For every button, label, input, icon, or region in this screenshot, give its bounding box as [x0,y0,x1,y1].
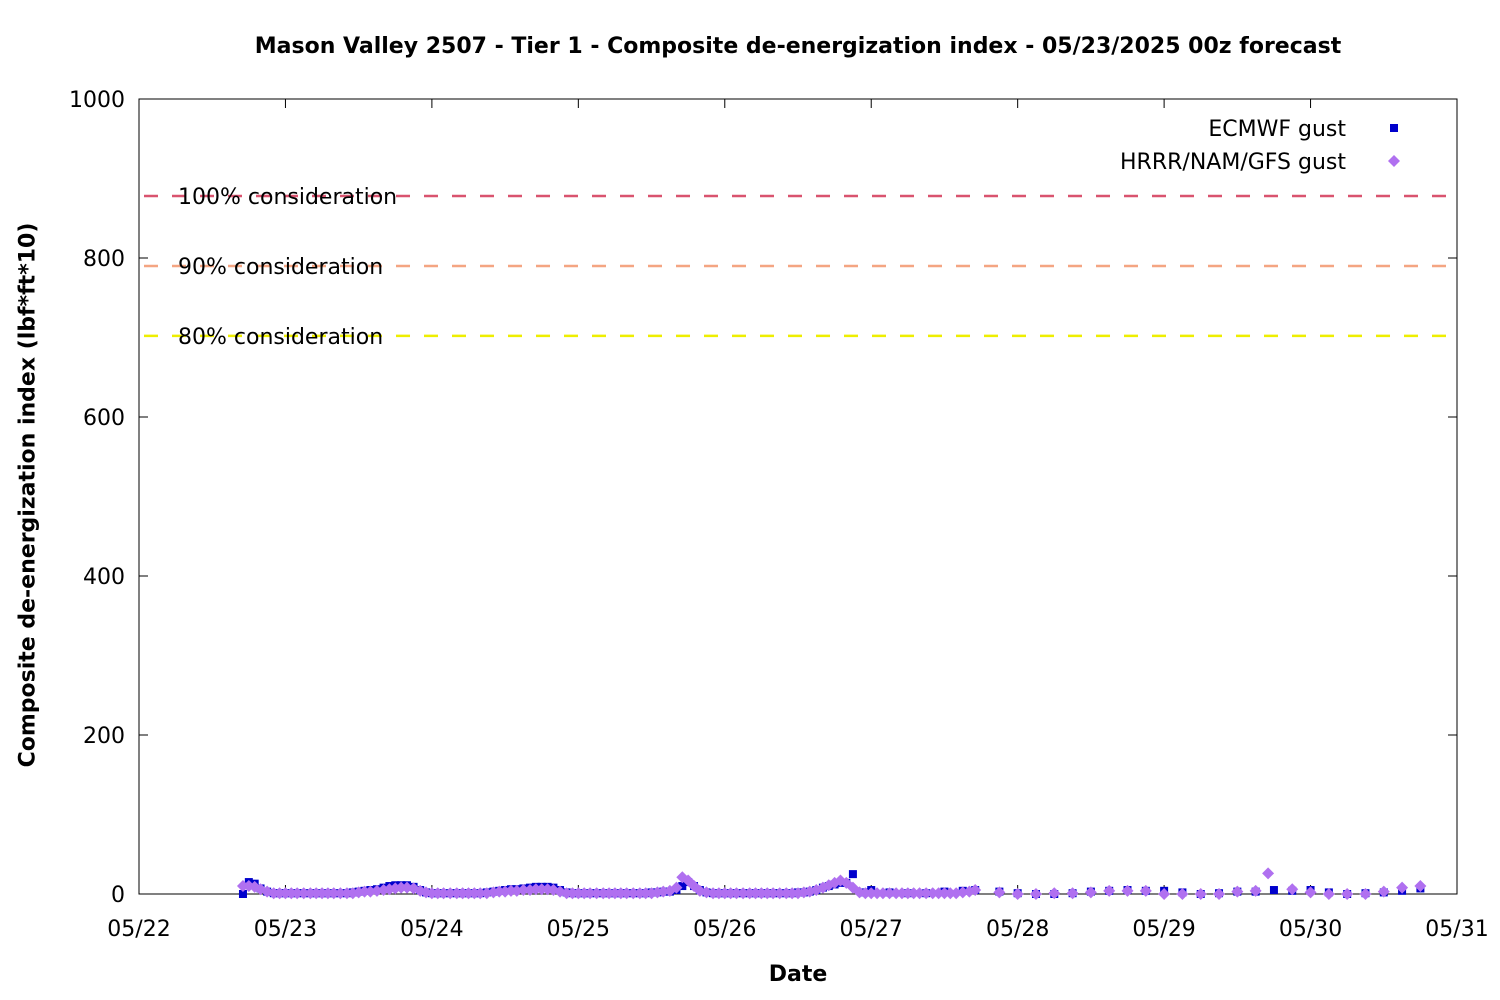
tick-layer: 0 200 400 600 800 1000 05/22 05/23 05/24 05/25 05/… [69,88,1489,942]
data-point [1322,888,1335,900]
x-tick-label: 05/25 [547,917,610,942]
data-point [1121,884,1134,897]
x-tick-label: 05/29 [1132,917,1195,942]
x-tick-label: 05/22 [107,917,170,942]
data-point [767,887,780,900]
threshold-label: 80% consideration [178,325,383,350]
data-point [1048,887,1061,900]
x-tick-label: 05/26 [693,917,756,942]
data-point [584,887,597,900]
data-point [238,890,247,898]
threshold-label: 100% consideration [178,185,397,210]
legend-marker [1390,124,1398,132]
data-point [1213,888,1226,900]
series-hrrr-nam-gfs [236,867,1427,900]
data-point [848,870,857,879]
data-point [590,887,603,900]
data-point [737,887,750,900]
x-axis-label: Date [768,962,828,987]
data-point [1341,888,1354,900]
y-tick-label: 200 [83,724,125,749]
y-tick-label: 1000 [69,88,125,113]
x-tick-label: 05/24 [400,917,463,942]
x-tick-label: 05/30 [1279,917,1342,942]
data-point [1103,884,1116,897]
data-point [1359,888,1372,900]
data-point [1029,888,1042,900]
series-layer [236,867,1427,900]
legend: ECMWF gust HRRR/NAM/GFS gust [1120,117,1400,175]
data-point [730,887,743,900]
data-point [1396,881,1409,894]
data-point [297,887,310,900]
data-point [773,887,786,900]
data-point [1304,886,1317,899]
chart-title: Mason Valley 2507 - Tier 1 - Composite d… [254,34,1342,59]
data-point [993,886,1006,899]
data-point [1269,886,1278,895]
data-point [1414,880,1427,893]
data-point [1176,888,1189,900]
x-tick-label: 05/23 [254,917,317,942]
data-point [437,887,450,900]
legend-marker [1388,155,1400,167]
data-point [920,887,933,900]
data-point [1231,885,1244,898]
plot-frame [138,98,1458,895]
data-point [670,881,683,894]
data-point [678,882,687,891]
data-point [620,887,633,900]
data-point [474,887,487,900]
legend-label: ECMWF gust [1208,117,1346,142]
data-point [876,887,889,900]
data-point [517,884,530,897]
data-point [1011,888,1024,900]
threshold-layer: 100% consideration 90% consideration 80% c… [140,185,1456,350]
data-point [1249,884,1262,897]
data-point [969,884,982,897]
x-tick-label: 05/27 [840,917,903,942]
data-point [1377,885,1390,898]
y-tick-label: 0 [111,883,125,908]
threshold-label: 90% consideration [178,255,383,280]
data-point [327,887,340,900]
data-point [1066,887,1079,900]
legend-label: HRRR/NAM/GFS gust [1120,150,1346,175]
data-point [1084,886,1097,899]
data-point [444,887,457,900]
data-point [913,887,926,900]
data-point [291,887,304,900]
x-tick-label: 05/28 [986,917,1049,942]
y-tick-label: 400 [83,565,125,590]
y-tick-label: 800 [83,247,125,272]
data-point [1158,888,1171,900]
x-tick-label: 05/31 [1425,917,1488,942]
data-point [1194,888,1207,900]
data-point [883,887,896,900]
data-point [1139,884,1152,897]
data-point [627,887,640,900]
y-tick-label: 600 [83,406,125,431]
data-point [1262,867,1275,880]
data-point [334,887,347,900]
data-point [1286,883,1299,896]
